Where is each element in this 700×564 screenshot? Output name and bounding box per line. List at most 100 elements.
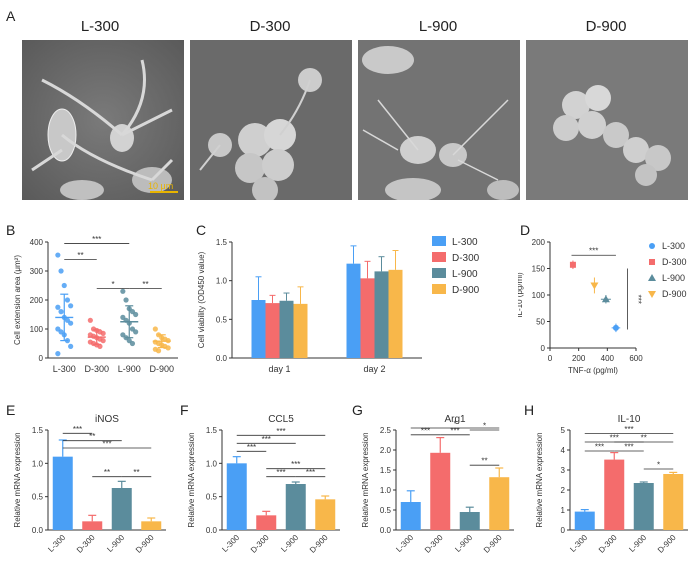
legend-swatch — [432, 252, 446, 262]
significance-label: ** — [133, 468, 139, 477]
y-axis-label: Relative mRNA expression — [535, 432, 544, 527]
data-point — [55, 304, 61, 310]
data-point — [58, 309, 64, 315]
x-tick-label: L-300 — [53, 364, 76, 374]
panel-letter-b: B — [6, 222, 16, 238]
y-tick-label: 200 — [532, 238, 546, 247]
panel-letter-a: A — [6, 8, 16, 24]
y-tick-label: 0.5 — [216, 315, 228, 324]
data-point — [165, 345, 171, 351]
sem-title-l300: L-300 — [80, 18, 120, 35]
chart-b-cell-extension-area: 0 100 200 300 400 Cell extension area (μm²) L-… — [13, 235, 178, 374]
significance-label: *** — [306, 468, 315, 477]
legend-label: L-900 — [662, 273, 685, 283]
significance-label: *** — [624, 425, 633, 434]
sem-image-d300 — [190, 40, 352, 200]
y-tick-label: 0 — [541, 344, 546, 353]
significance-label: ** — [481, 457, 487, 466]
bar — [400, 502, 421, 530]
x-tick-label: L-300 — [568, 533, 589, 554]
significance-label: *** — [262, 435, 271, 444]
y-tick-label: 100 — [532, 291, 546, 300]
y-tick-label: 0.5 — [206, 493, 218, 502]
x-tick-label: D-300 — [249, 533, 271, 555]
y-axis-label: Relative mRNA expression — [361, 432, 370, 527]
significance-label: ** — [104, 468, 110, 477]
data-point — [590, 282, 599, 290]
significance-label: *** — [624, 443, 633, 452]
y-tick-label: 0.0 — [380, 526, 392, 535]
bar — [360, 278, 375, 358]
chart-f-ccl5: 0.0 0.5 1.0 1.5 Relative mRNA expression CCL5… — [187, 414, 340, 555]
chart-c-cell-viability: 0.0 0.5 1.0 1.5 Cell viability (OD450 value)… — [197, 236, 480, 374]
data-point — [155, 348, 162, 354]
legend-label: D-900 — [662, 289, 687, 299]
data-point — [601, 295, 610, 303]
significance-label: *** — [92, 235, 101, 244]
data-point — [55, 252, 61, 258]
significance-label: *** — [247, 443, 256, 452]
panel-letter-d: D — [520, 222, 531, 238]
bar — [285, 484, 306, 530]
chart-title: IL-10 — [618, 414, 641, 425]
significance-label: *** — [610, 434, 619, 443]
bar — [388, 269, 403, 358]
chart-h-il10: 0 1 2 3 4 5 Relative mRNA expression IL-10 L-300… — [535, 414, 688, 555]
y-axis-label: IL-10 (pg/ml) — [518, 272, 524, 318]
data-point — [61, 282, 67, 289]
x-tick-label: D-900 — [134, 533, 156, 555]
bar — [293, 303, 308, 358]
data-point — [64, 297, 71, 303]
sem-image-l300: 10 μm — [22, 40, 184, 200]
bar — [374, 271, 389, 358]
panel-letter-f: F — [180, 402, 189, 418]
x-axis-label: TNF-α (pg/ml) — [568, 366, 618, 375]
significance-label: *** — [73, 425, 82, 434]
bar — [226, 463, 247, 530]
y-tick-label: 2 — [561, 486, 566, 495]
panel-letter-g: G — [352, 402, 363, 418]
significance-label: ** — [641, 434, 647, 443]
y-tick-label: 0 — [39, 354, 44, 363]
data-point — [569, 261, 576, 268]
legend-label: L-300 — [452, 237, 478, 248]
bar — [574, 511, 595, 530]
data-point — [120, 288, 126, 294]
bar — [663, 474, 684, 530]
x-tick-label: D-300 — [84, 364, 109, 374]
y-tick-label: 0.0 — [206, 526, 218, 535]
significance-label: *** — [450, 426, 459, 435]
y-tick-label: 1.5 — [216, 238, 228, 247]
bar — [251, 300, 266, 358]
x-tick-label: D-900 — [149, 364, 174, 374]
data-point — [152, 326, 158, 332]
x-tick-label: L-300 — [394, 533, 415, 554]
y-tick-label: 200 — [30, 296, 44, 305]
significance-label: *** — [589, 246, 598, 255]
legend-label: L-300 — [662, 241, 685, 251]
sem-image-d900 — [526, 40, 688, 200]
data-point — [133, 311, 139, 318]
bar — [141, 521, 162, 530]
bar — [633, 483, 654, 530]
bar — [346, 263, 361, 358]
bar — [82, 521, 103, 530]
y-tick-label: 1.0 — [380, 486, 392, 495]
chart-title: Arg1 — [444, 414, 466, 425]
bar — [430, 452, 451, 530]
y-axis-label: Relative mRNA expression — [187, 432, 196, 527]
x-tick-label: D-300 — [75, 533, 97, 555]
x-tick-label: 600 — [629, 354, 643, 363]
x-tick-label: L-900 — [279, 533, 300, 554]
significance-label: ** — [89, 432, 95, 441]
bar — [265, 303, 280, 358]
data-point — [55, 351, 61, 357]
y-tick-label: 0.0 — [32, 526, 44, 535]
significance-label: *** — [102, 440, 111, 449]
y-tick-label: 150 — [532, 265, 546, 274]
legend-swatch — [432, 284, 446, 294]
significance-label: *** — [276, 468, 285, 477]
panel-letter-e: E — [6, 402, 16, 418]
significance-label: ** — [77, 251, 83, 260]
x-tick-label: D-300 — [423, 533, 445, 555]
